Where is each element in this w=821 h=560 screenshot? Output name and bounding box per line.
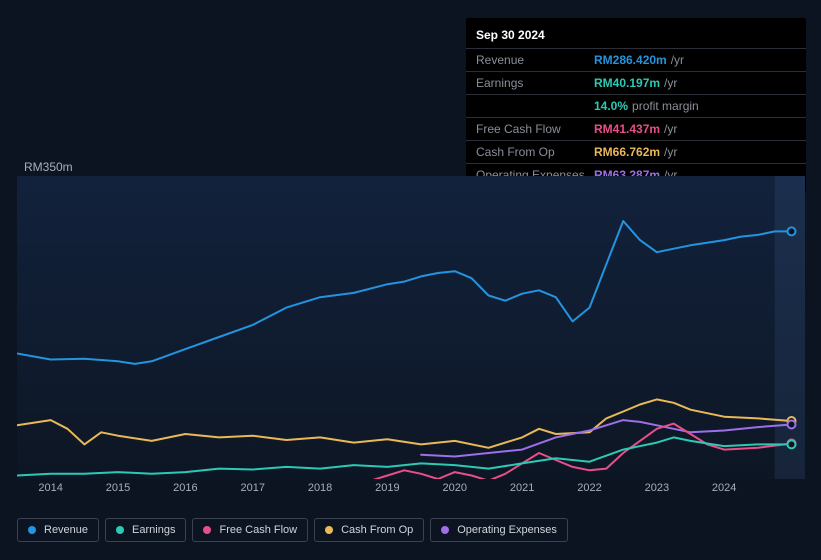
legend-item-revenue[interactable]: Revenue (17, 518, 99, 542)
tooltip-row-label (476, 99, 594, 113)
x-axis-tick: 2014 (38, 482, 62, 494)
tooltip-row-label: Cash From Op (476, 145, 594, 159)
tooltip-row-label: Earnings (476, 76, 594, 90)
tooltip-row: RevenueRM286.420m/yr (466, 48, 806, 71)
x-axis-tick: 2023 (645, 482, 669, 494)
metrics-tooltip: Sep 30 2024 RevenueRM286.420m/yrEarnings… (466, 18, 806, 192)
legend-item-label: Cash From Op (341, 524, 413, 536)
x-axis-tick: 2017 (240, 482, 264, 494)
legend-dot-icon (28, 526, 36, 534)
legend-dot-icon (203, 526, 211, 534)
tooltip-date: Sep 30 2024 (466, 24, 806, 48)
legend-item-earnings[interactable]: Earnings (105, 518, 186, 542)
x-axis-tick: 2020 (443, 482, 467, 494)
tooltip-row-suffix: /yr (664, 145, 677, 159)
legend-dot-icon (441, 526, 449, 534)
series-end-marker (788, 421, 796, 429)
tooltip-row-suffix: /yr (664, 122, 677, 136)
tooltip-row-value: RM41.437m (594, 122, 660, 136)
tooltip-row-suffix: /yr (671, 53, 684, 67)
tooltip-row-suffix: /yr (664, 76, 677, 90)
tooltip-row-label: Free Cash Flow (476, 122, 594, 136)
tooltip-row: Free Cash FlowRM41.437m/yr (466, 117, 806, 140)
highlight-band (775, 176, 805, 479)
tooltip-row-value: RM40.197m (594, 76, 660, 90)
legend-item-free-cash-flow[interactable]: Free Cash Flow (192, 518, 308, 542)
x-axis-tick: 2016 (173, 482, 197, 494)
tooltip-row-value: RM286.420m (594, 53, 667, 67)
legend-item-cash-from-op[interactable]: Cash From Op (314, 518, 424, 542)
legend-item-label: Earnings (132, 524, 175, 536)
tooltip-row-value: RM66.762m (594, 145, 660, 159)
legend: Revenue Earnings Free Cash Flow Cash From O… (17, 518, 568, 542)
chart-background (17, 176, 805, 479)
tooltip-row: EarningsRM40.197m/yr (466, 71, 806, 94)
legend-item-operating-expenses[interactable]: Operating Expenses (430, 518, 568, 542)
x-axis-tick: 2022 (577, 482, 601, 494)
legend-item-label: Operating Expenses (457, 524, 557, 536)
tooltip-row-suffix: profit margin (632, 99, 699, 113)
tooltip-row: 14.0% profit margin (466, 94, 806, 117)
tooltip-row: Cash From OpRM66.762m/yr (466, 140, 806, 163)
x-axis-tick: 2019 (375, 482, 399, 494)
x-axis-tick: 2015 (106, 482, 130, 494)
tooltip-row-value: 14.0% (594, 99, 628, 113)
legend-dot-icon (325, 526, 333, 534)
legend-item-label: Revenue (44, 524, 88, 536)
tooltip-row-label: Revenue (476, 53, 594, 67)
chart-plot-area[interactable] (17, 176, 805, 479)
legend-dot-icon (116, 526, 124, 534)
series-end-marker (788, 440, 796, 448)
x-axis-tick: 2021 (510, 482, 534, 494)
x-axis-tick: 2018 (308, 482, 332, 494)
y-axis-max-label: RM350m (24, 160, 73, 174)
x-axis-tick: 2024 (712, 482, 736, 494)
series-end-marker (788, 227, 796, 235)
legend-item-label: Free Cash Flow (219, 524, 297, 536)
x-axis: 2014 2015 2016 2017 2018 2019 2020 2021 2022 2023… (17, 482, 805, 502)
